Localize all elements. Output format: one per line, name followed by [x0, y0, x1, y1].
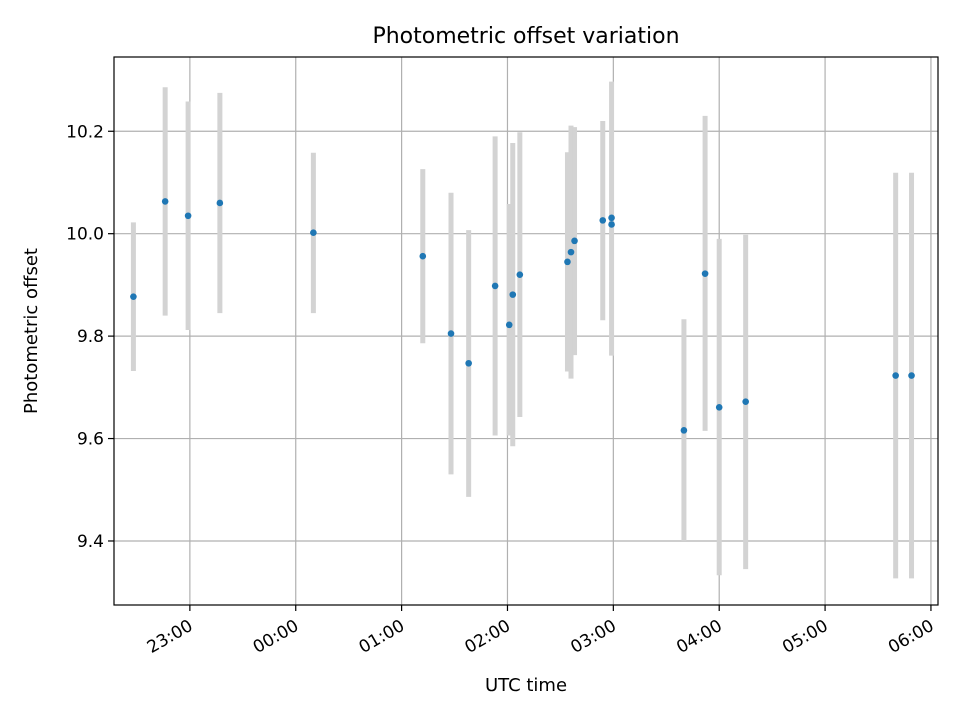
- data-point: [310, 229, 317, 236]
- data-point: [892, 372, 899, 379]
- y-axis-label: Photometric offset: [21, 248, 42, 414]
- data-point: [701, 270, 709, 277]
- data-point: [516, 271, 524, 278]
- data-point: [130, 293, 137, 300]
- data-point: [447, 330, 455, 337]
- y-tick-label: 9.8: [77, 327, 104, 347]
- data-point: [184, 212, 192, 220]
- data-point: [608, 214, 615, 222]
- data-point: [216, 199, 224, 207]
- data-point: [465, 359, 472, 367]
- data-point: [680, 427, 688, 434]
- y-tick-label: 9.4: [77, 532, 104, 552]
- data-point: [509, 291, 517, 298]
- data-point: [742, 398, 749, 405]
- chart-title: Photometric offset variation: [372, 24, 679, 49]
- y-tick-label: 10.0: [66, 225, 104, 245]
- y-tick-label: 10.2: [66, 122, 104, 142]
- y-tick-label: 9.6: [77, 430, 104, 450]
- data-point: [908, 372, 915, 379]
- data-point: [419, 252, 427, 260]
- data-point: [715, 404, 723, 411]
- data-point: [564, 258, 571, 266]
- data-point: [608, 221, 615, 228]
- data-point: [599, 217, 607, 224]
- data-point: [491, 282, 499, 290]
- x-axis-label: UTC time: [485, 675, 567, 696]
- data-point: [505, 321, 513, 329]
- point-layer: [130, 198, 915, 434]
- data-point: [161, 198, 169, 205]
- data-point: [567, 248, 575, 256]
- data-point: [571, 237, 578, 245]
- plot-frame: [113, 56, 939, 606]
